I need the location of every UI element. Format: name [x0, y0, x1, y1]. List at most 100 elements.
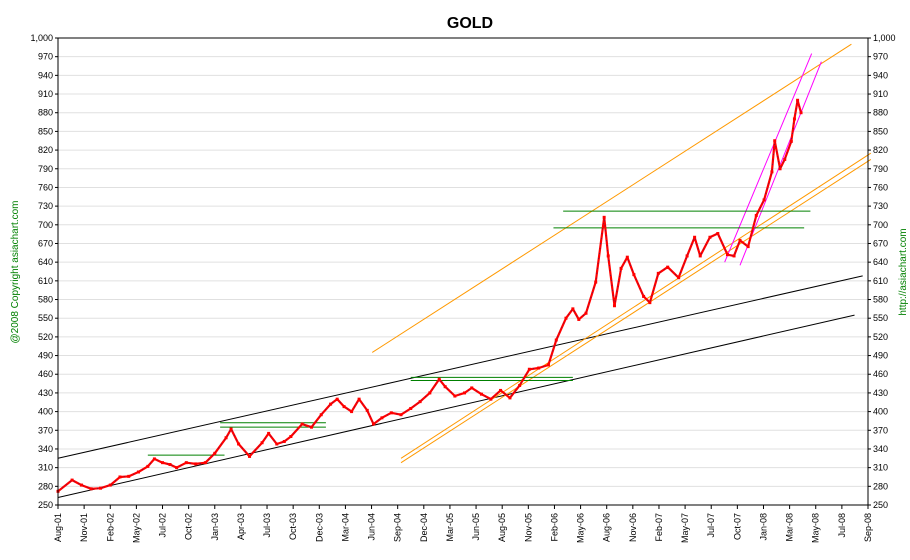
xtick-label: Mar-08	[785, 513, 795, 542]
plot-frame	[57, 37, 869, 506]
xtick-label: Nov-01	[79, 513, 89, 542]
ytick-label-left: 640	[38, 257, 53, 267]
series-point	[237, 442, 241, 446]
series-point	[648, 301, 652, 305]
series-point	[518, 383, 522, 387]
series-point	[489, 397, 493, 401]
series-point	[584, 311, 588, 315]
xtick-label: Jul-08	[837, 513, 847, 538]
series-point	[499, 388, 503, 392]
ytick-label-right: 460	[873, 369, 888, 379]
series-point	[409, 406, 413, 410]
ytick-label-right: 1,000	[873, 33, 896, 43]
xtick-label: Sep-08	[863, 513, 873, 542]
axes: 250 250 280 280 310 310 340 340 370 370 400 400 430 4…	[30, 33, 895, 543]
series-point	[275, 442, 279, 446]
series-point	[260, 441, 264, 445]
ytick-label-right: 610	[873, 276, 888, 286]
xtick-label: Jan-03	[210, 513, 220, 541]
series-point	[762, 198, 766, 202]
ytick-label-right: 370	[873, 425, 888, 435]
trend-line	[739, 61, 822, 266]
series-point	[666, 265, 670, 269]
series-point	[789, 139, 793, 143]
copyright-label: @2008 Copyright asiachart.com	[10, 201, 21, 344]
ytick-label-right: 250	[873, 500, 888, 510]
series-point	[632, 273, 636, 277]
series-point	[99, 486, 103, 490]
series-point	[470, 386, 474, 390]
series-point	[203, 461, 207, 465]
series-point	[594, 280, 598, 284]
series-point	[184, 461, 188, 465]
series-point	[656, 271, 660, 275]
ytick-label-right: 670	[873, 238, 888, 248]
series-point	[118, 475, 122, 479]
ytick-label-left: 490	[38, 351, 53, 361]
series-point	[310, 425, 314, 429]
ytick-label-left: 310	[38, 463, 53, 473]
xtick-label: Jul-07	[706, 513, 716, 538]
xtick-label: May-08	[811, 513, 821, 543]
series-point	[89, 487, 93, 491]
series-point	[136, 470, 140, 474]
series-point	[380, 416, 384, 420]
grid-lines	[58, 37, 868, 506]
ytick-label-left: 250	[38, 500, 53, 510]
series-point	[698, 254, 702, 258]
series-point	[554, 338, 558, 342]
series-point	[418, 400, 422, 404]
series-point	[248, 454, 252, 458]
series-point	[335, 397, 339, 401]
ytick-label-right: 730	[873, 201, 888, 211]
series-point	[161, 461, 165, 465]
xtick-label: May-02	[131, 513, 141, 543]
series-point	[527, 367, 531, 371]
xtick-label: Jul-02	[158, 513, 168, 538]
ytick-label-right: 970	[873, 52, 888, 62]
series-point	[577, 317, 581, 321]
ytick-label-left: 820	[38, 145, 53, 155]
ytick-label-right: 940	[873, 70, 888, 80]
xtick-label: Apr-03	[236, 513, 246, 540]
ytick-label-right: 850	[873, 126, 888, 136]
ytick-label-right: 700	[873, 220, 888, 230]
series-point	[319, 413, 323, 417]
ytick-label-left: 430	[38, 388, 53, 398]
series-point	[625, 255, 629, 259]
series-point	[342, 405, 346, 409]
ytick-label-left: 1,000	[30, 33, 53, 43]
trend-line	[371, 43, 852, 353]
series-point	[564, 316, 568, 320]
ytick-label-left: 850	[38, 126, 53, 136]
series-point	[329, 402, 333, 406]
series-point	[571, 307, 575, 311]
series-point	[79, 483, 83, 487]
ytick-label-left: 460	[38, 369, 53, 379]
series-point	[792, 117, 796, 121]
series-point	[152, 457, 156, 461]
series-point	[224, 436, 228, 440]
ytick-label-left: 370	[38, 425, 53, 435]
xtick-label: Jun-05	[471, 513, 481, 541]
series-point	[168, 463, 172, 467]
series-point	[677, 276, 681, 280]
series-point	[773, 139, 777, 143]
series-point	[619, 266, 623, 270]
xtick-label: Feb-06	[549, 513, 559, 542]
xtick-label: Aug-06	[602, 513, 612, 542]
xtick-label: Aug-01	[53, 513, 63, 542]
ytick-label-right: 520	[873, 332, 888, 342]
series-point	[612, 304, 616, 308]
series-point	[213, 451, 217, 455]
series-point	[282, 439, 286, 443]
xtick-label: Oct-03	[288, 513, 298, 540]
ytick-label-right: 400	[873, 407, 888, 417]
series-point	[389, 411, 393, 415]
ytick-label-left: 340	[38, 444, 53, 454]
series-point	[778, 167, 782, 171]
series-point	[479, 392, 483, 396]
series-ohlc-overlay	[57, 100, 802, 492]
ytick-label-right: 640	[873, 257, 888, 267]
series-point	[399, 413, 403, 417]
